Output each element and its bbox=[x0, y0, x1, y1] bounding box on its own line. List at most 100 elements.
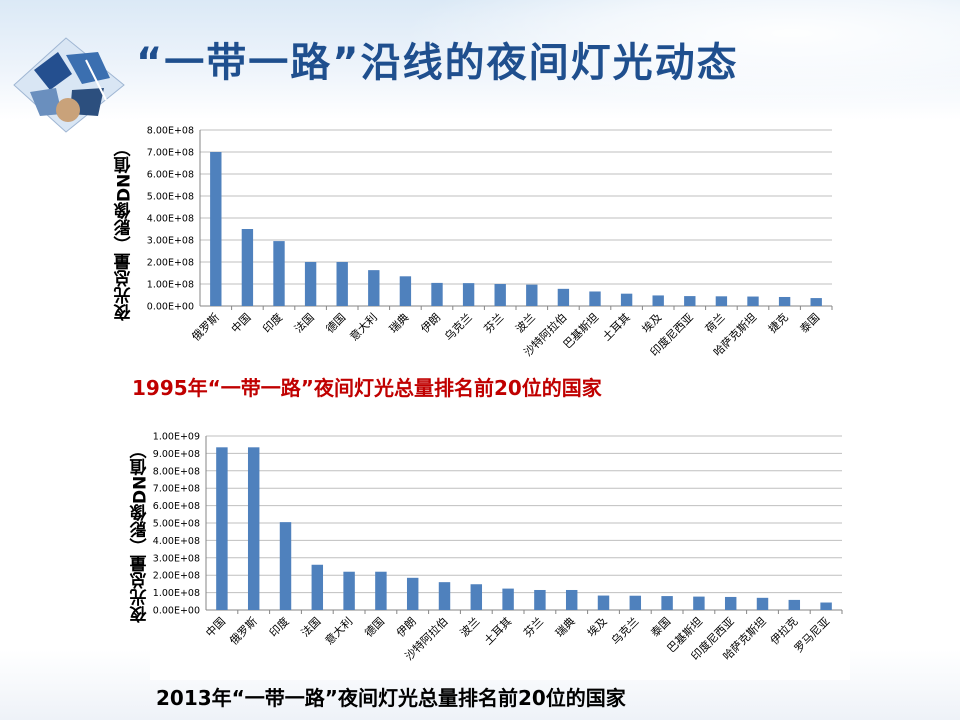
bar bbox=[620, 293, 633, 306]
x-tick-label: 中国 bbox=[203, 615, 228, 640]
bar bbox=[661, 596, 673, 610]
bar bbox=[565, 589, 578, 610]
bar bbox=[715, 296, 728, 306]
x-tick-label: 芬兰 bbox=[482, 311, 507, 336]
bar bbox=[557, 288, 570, 306]
y-tick-label: 8.00E+08 bbox=[147, 126, 194, 137]
bar bbox=[438, 582, 451, 610]
cloud-decoration bbox=[400, 0, 960, 110]
x-tick-label: 意大利 bbox=[347, 310, 380, 343]
x-tick-label: 印度 bbox=[266, 614, 291, 639]
y-tick-label: 5.00E+08 bbox=[147, 192, 194, 203]
bar bbox=[526, 284, 538, 306]
y-tick-label: 3.00E+08 bbox=[153, 553, 200, 564]
bar bbox=[756, 597, 769, 610]
x-tick-label: 土耳其 bbox=[600, 311, 633, 344]
x-tick-label: 巴基斯坦 bbox=[560, 310, 601, 351]
bar bbox=[273, 241, 285, 306]
bar bbox=[462, 283, 475, 306]
x-tick-label: 印度 bbox=[260, 310, 285, 335]
y-tick-label: 1.00E+08 bbox=[153, 588, 200, 599]
bar bbox=[431, 282, 443, 306]
bar bbox=[399, 276, 412, 306]
x-tick-label: 乌克兰 bbox=[608, 614, 641, 647]
y-tick-label: 7.00E+08 bbox=[153, 484, 200, 495]
x-tick-label: 土耳其 bbox=[482, 615, 515, 648]
bar bbox=[336, 262, 348, 306]
x-tick-label: 埃及 bbox=[639, 310, 664, 335]
bar bbox=[652, 295, 664, 306]
y-tick-label: 2.00E+08 bbox=[147, 258, 194, 269]
y-tick-label: 6.00E+08 bbox=[153, 501, 200, 512]
bar bbox=[684, 296, 696, 306]
bar bbox=[216, 447, 228, 610]
x-tick-label: 意大利 bbox=[322, 614, 355, 647]
x-tick-label: 瑞典 bbox=[552, 614, 577, 639]
y-tick-label: 0.00E+00 bbox=[153, 606, 200, 617]
bar bbox=[788, 599, 801, 610]
bar bbox=[534, 589, 546, 610]
y-tick-label: 6.00E+08 bbox=[147, 170, 194, 181]
x-tick-label: 德国 bbox=[362, 614, 387, 639]
x-tick-label: 中国 bbox=[229, 311, 254, 336]
x-tick-label: 伊朗 bbox=[418, 311, 443, 336]
x-tick-label: 瑞典 bbox=[386, 310, 411, 335]
x-tick-label: 伊朗 bbox=[394, 615, 419, 640]
x-tick-label: 乌克兰 bbox=[441, 310, 474, 343]
x-tick-label: 荷兰 bbox=[703, 311, 728, 336]
y-tick-label: 3.00E+08 bbox=[147, 236, 194, 247]
x-tick-label: 埃及 bbox=[584, 614, 609, 639]
bar bbox=[343, 571, 355, 610]
x-tick-label: 俄罗斯 bbox=[227, 615, 260, 648]
bar bbox=[470, 584, 483, 610]
bar bbox=[629, 595, 642, 610]
chart-2013: 0.00E+00 1.00E+08 2.00E+08 3.00E+08 4.00E+08… bbox=[153, 432, 843, 663]
bar bbox=[311, 564, 324, 610]
bar bbox=[810, 298, 822, 306]
bar bbox=[747, 296, 759, 306]
y-tick-label: 5.00E+08 bbox=[153, 519, 200, 530]
x-tick-label: 波兰 bbox=[458, 615, 483, 640]
x-tick-label: 法国 bbox=[291, 310, 316, 335]
chart2-caption: 2013年“一带一路”夜间灯光总量排名前20位的国家 bbox=[156, 686, 626, 710]
chart2-y-axis-label: 夜光总量（影像DN值） bbox=[130, 441, 151, 624]
bar bbox=[241, 229, 254, 306]
bar bbox=[406, 577, 419, 610]
bar bbox=[724, 596, 737, 610]
y-tick-label: 1.00E+08 bbox=[147, 280, 194, 291]
bar bbox=[304, 262, 317, 306]
y-tick-label: 4.00E+08 bbox=[147, 214, 194, 225]
bar bbox=[597, 595, 610, 610]
x-tick-label: 德国 bbox=[323, 310, 348, 335]
y-tick-label: 1.00E+09 bbox=[153, 432, 200, 443]
x-tick-label: 捷克 bbox=[765, 310, 790, 335]
bar bbox=[210, 152, 222, 306]
bar bbox=[368, 270, 380, 306]
bar bbox=[778, 296, 791, 306]
slide-title: “一带一路”沿线的夜间灯光动态 bbox=[136, 40, 739, 86]
bar bbox=[494, 284, 506, 306]
x-tick-label: 泰国 bbox=[648, 614, 673, 639]
chart-2013-panel: 0.00E+00 1.00E+08 2.00E+08 3.00E+08 4.00E+08… bbox=[150, 428, 850, 680]
y-tick-label: 0.00E+00 bbox=[147, 302, 194, 313]
logo-graphic bbox=[13, 37, 125, 133]
chart1-y-axis-label: 夜光总量（影像DN值） bbox=[114, 139, 135, 321]
x-tick-label: 法国 bbox=[298, 614, 323, 639]
x-tick-label: 芬兰 bbox=[521, 615, 546, 640]
x-tick-label: 波兰 bbox=[513, 311, 538, 336]
chart-1995: 0.00E+00 1.00E+08 2.00E+08 3.00E+08 4.00E+08… bbox=[147, 126, 833, 359]
bar bbox=[279, 522, 292, 610]
chart-1995-panel: 0.00E+00 1.00E+08 2.00E+08 3.00E+08 4.00E+08… bbox=[138, 118, 848, 366]
y-tick-label: 4.00E+08 bbox=[153, 536, 200, 547]
y-tick-label: 8.00E+08 bbox=[153, 466, 200, 477]
bar bbox=[589, 291, 601, 306]
bar bbox=[820, 602, 832, 610]
chart1-caption: 1995年“一带一路”夜间灯光总量排名前20位的国家 bbox=[132, 376, 602, 400]
y-tick-label: 7.00E+08 bbox=[147, 148, 194, 159]
bar bbox=[693, 596, 705, 610]
bar bbox=[247, 447, 260, 610]
x-tick-label: 泰国 bbox=[797, 310, 822, 335]
y-tick-label: 2.00E+08 bbox=[153, 571, 200, 582]
x-tick-label: 俄罗斯 bbox=[189, 311, 222, 344]
x-tick-label: 罗马尼亚 bbox=[792, 615, 832, 655]
